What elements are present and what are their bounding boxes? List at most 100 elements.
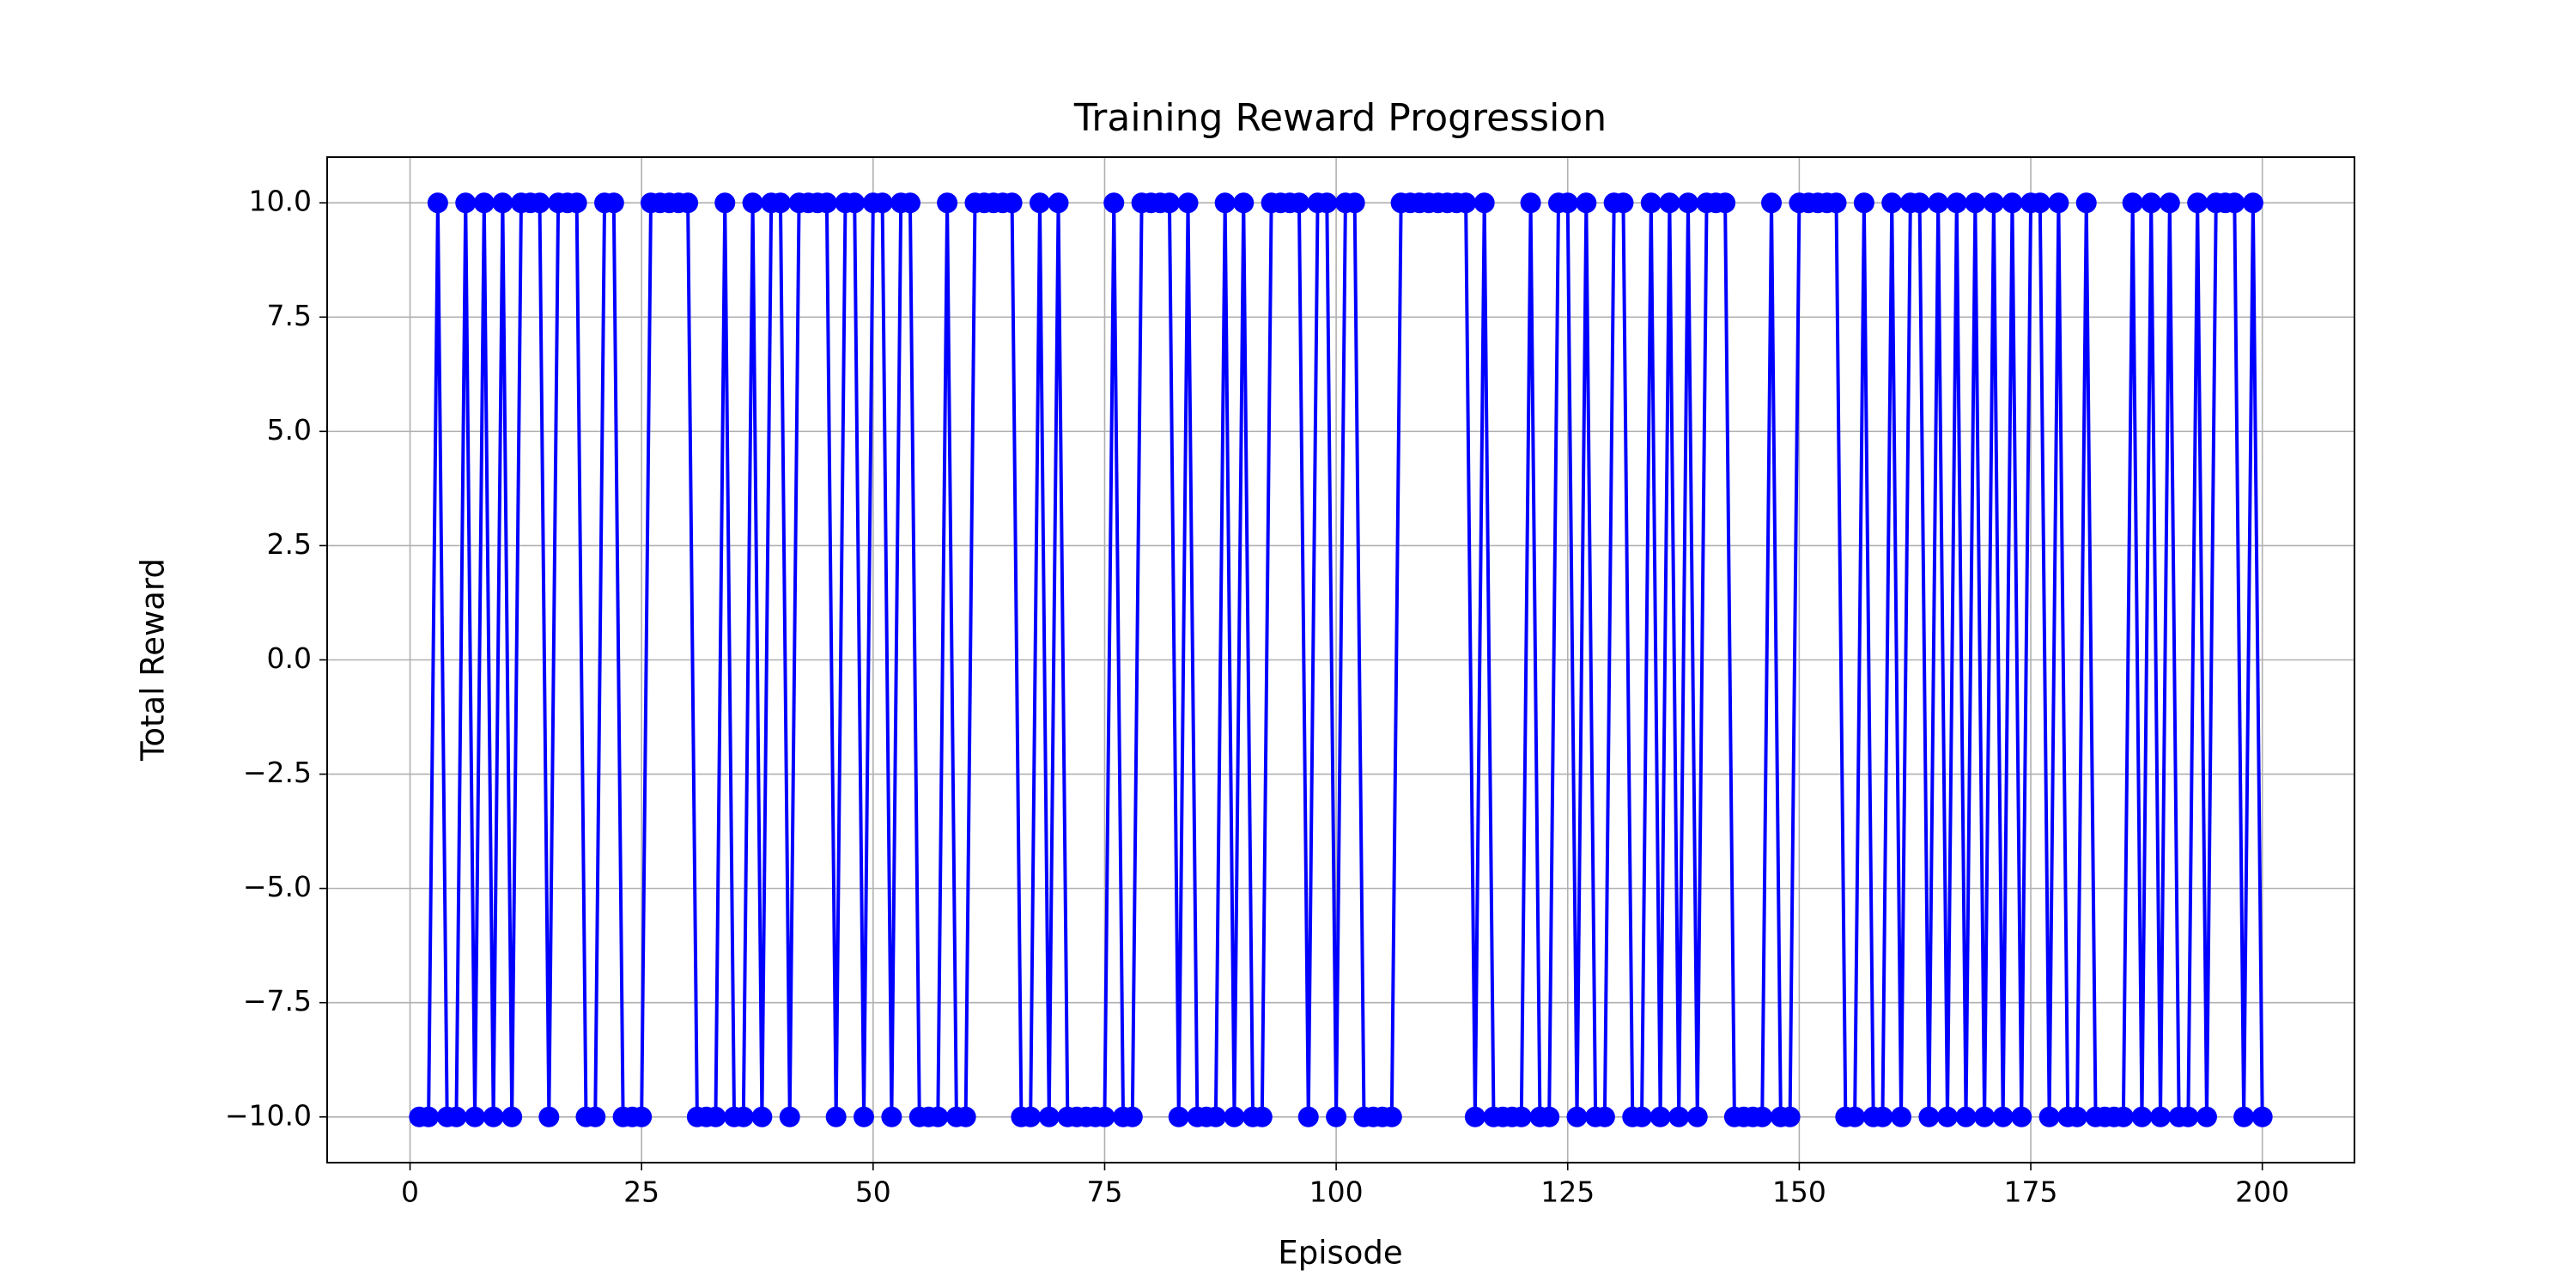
x-tick-label: 100 xyxy=(1309,1176,1364,1209)
point xyxy=(1251,1106,1273,1127)
point xyxy=(1826,192,1847,214)
point xyxy=(585,1106,606,1127)
y-tick-label: 2.5 xyxy=(267,527,312,561)
point xyxy=(1048,192,1069,214)
point xyxy=(427,192,448,214)
plot-frame xyxy=(326,156,2355,1163)
point xyxy=(1779,1106,1801,1127)
point xyxy=(1983,192,2004,214)
point xyxy=(1918,1106,1940,1127)
point xyxy=(2029,192,2050,214)
point xyxy=(1288,192,1309,214)
x-tick-label: 50 xyxy=(855,1176,891,1209)
x-axis-label: Episode xyxy=(1278,1235,1402,1272)
point xyxy=(1677,192,1698,214)
y-tick-label: 0.0 xyxy=(267,641,312,675)
point xyxy=(2159,192,2180,214)
point xyxy=(1205,1106,1226,1127)
point xyxy=(751,1106,773,1127)
point xyxy=(2233,1106,2255,1127)
x-tick-label: 0 xyxy=(401,1176,419,1209)
point xyxy=(1473,192,1495,214)
point xyxy=(816,192,837,214)
point xyxy=(2224,192,2245,214)
x-tick-label: 175 xyxy=(2004,1176,2058,1209)
point xyxy=(1001,192,1023,214)
point xyxy=(1103,192,1125,214)
y-axis-label: Total Reward xyxy=(135,558,172,762)
point xyxy=(1297,1106,1319,1127)
chart-title: Training Reward Progression xyxy=(1073,96,1607,140)
point xyxy=(492,192,513,214)
point xyxy=(446,1106,467,1127)
point xyxy=(1381,1106,1402,1127)
point xyxy=(1853,192,1874,214)
point xyxy=(1168,1106,1189,1127)
point xyxy=(2002,192,2023,214)
point xyxy=(2075,192,2097,214)
point xyxy=(1686,1106,1708,1127)
point xyxy=(2131,1106,2153,1127)
point xyxy=(1038,1106,1060,1127)
point xyxy=(872,192,893,214)
point xyxy=(1121,1106,1143,1127)
point xyxy=(529,192,550,214)
point xyxy=(2066,1106,2087,1127)
point xyxy=(1631,1106,1653,1127)
point xyxy=(1020,1106,1042,1127)
point xyxy=(2187,192,2208,214)
point xyxy=(1158,192,1180,214)
x-tick-label: 75 xyxy=(1086,1176,1122,1209)
y-tick-label: −2.5 xyxy=(243,756,312,789)
point xyxy=(1520,192,1541,214)
y-tick-label: −10.0 xyxy=(225,1098,312,1132)
point xyxy=(1946,192,1967,214)
point xyxy=(1974,1106,1996,1127)
point xyxy=(455,192,477,214)
point xyxy=(2038,1106,2060,1127)
point xyxy=(631,1106,653,1127)
point xyxy=(465,1106,486,1127)
point xyxy=(1326,1106,1347,1127)
x-tick-label: 25 xyxy=(623,1176,659,1209)
point xyxy=(2122,192,2143,214)
point xyxy=(1872,1106,1893,1127)
point xyxy=(1992,1106,2014,1127)
x-tick-label: 150 xyxy=(1772,1176,1826,1209)
x-tick-label: 200 xyxy=(2235,1176,2289,1209)
point xyxy=(769,192,791,214)
x-tick-label: 125 xyxy=(1540,1176,1595,1209)
point xyxy=(955,1106,976,1127)
point xyxy=(566,192,587,214)
point xyxy=(732,1106,754,1127)
point xyxy=(1752,1106,1773,1127)
point xyxy=(1891,1106,1912,1127)
point xyxy=(538,1106,560,1127)
point xyxy=(2112,1106,2134,1127)
point xyxy=(1464,1106,1485,1127)
point xyxy=(1659,192,1680,214)
point xyxy=(1455,192,1477,214)
point xyxy=(881,1106,902,1127)
point xyxy=(2141,192,2162,214)
point xyxy=(1224,1106,1245,1127)
point xyxy=(603,192,624,214)
point xyxy=(2048,192,2069,214)
point xyxy=(1029,192,1050,214)
point xyxy=(1539,1106,1560,1127)
point xyxy=(1928,192,1949,214)
y-tick-label: 7.5 xyxy=(267,299,312,332)
point xyxy=(1881,192,1903,214)
y-tick-label: 5.0 xyxy=(267,413,312,447)
y-tick-label: −7.5 xyxy=(243,984,312,1018)
point xyxy=(825,1106,847,1127)
point xyxy=(1715,192,1736,214)
point xyxy=(854,1106,875,1127)
point xyxy=(1936,1106,1958,1127)
y-tick-label: 10.0 xyxy=(249,185,312,218)
point xyxy=(2242,192,2263,214)
point xyxy=(1613,192,1634,214)
point xyxy=(501,1106,523,1127)
point xyxy=(899,192,920,214)
